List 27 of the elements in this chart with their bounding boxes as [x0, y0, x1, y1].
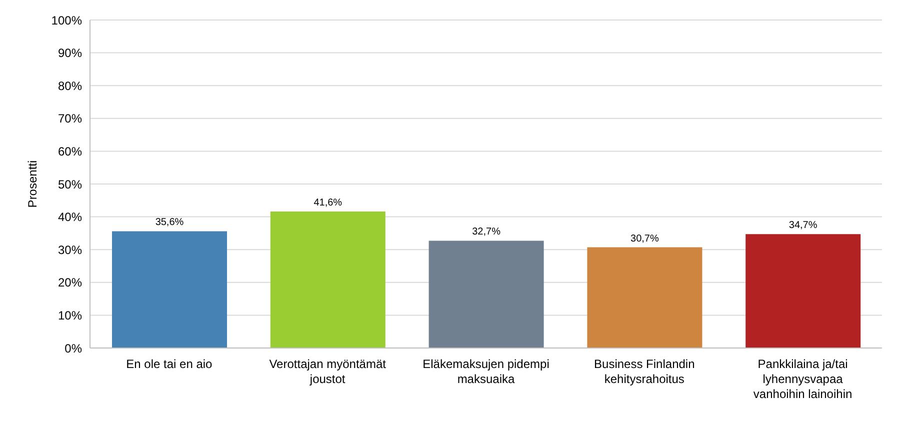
y-axis-title: Prosentti: [25, 160, 40, 208]
x-tick-label: Business Finlandin kehitysrahoitus: [594, 357, 695, 386]
y-tick-label: 100%: [51, 13, 82, 28]
y-tick-label: 90%: [58, 46, 82, 60]
y-tick-label: 20%: [58, 276, 82, 290]
data-label: 34,7%: [788, 220, 818, 232]
bar: [587, 247, 702, 348]
y-tick-label: 70%: [58, 112, 82, 126]
y-tick-label: 60%: [58, 144, 82, 158]
data-label: 41,6%: [314, 198, 342, 209]
y-tick-label: 10%: [58, 308, 82, 322]
bar: [112, 231, 227, 348]
y-tick-label: 0%: [64, 341, 82, 356]
bar: [428, 240, 544, 348]
bar: [746, 234, 861, 348]
x-tick-label: En ole tai en aio: [126, 357, 213, 371]
data-label: 30,7%: [630, 233, 659, 244]
y-tick-label: 40%: [58, 210, 82, 224]
x-tick-label: Pankkilaina ja/tai lyhennysvapaa vanhoihin lainoihin: [753, 357, 852, 401]
y-tick-label: 30%: [58, 242, 82, 257]
bar: [270, 212, 386, 348]
y-tick-label: 50%: [58, 177, 82, 192]
x-tick-label: Verottajan myöntämät joustot: [269, 357, 387, 386]
data-label: 35,6%: [155, 217, 184, 228]
y-tick-label: 80%: [58, 78, 82, 93]
x-tick-label: Eläkemaksujen pidempi maksuaika: [422, 357, 550, 386]
data-label: 32,7%: [472, 226, 501, 238]
